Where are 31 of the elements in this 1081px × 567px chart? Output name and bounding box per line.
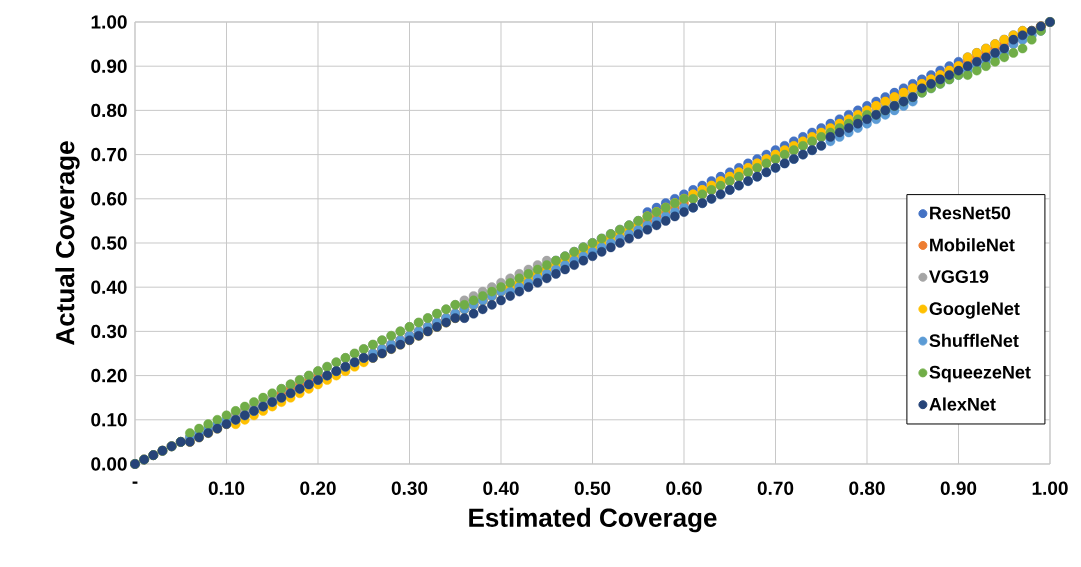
x-tick-label: - <box>132 481 138 484</box>
y-axis-title: Actual Coverage <box>55 141 80 345</box>
legend-label: AlexNet <box>929 397 996 411</box>
y-tick-label: 0.30 <box>91 324 127 339</box>
y-tick-label: 0.60 <box>91 192 127 206</box>
x-tick-label: 0.30 <box>391 481 428 495</box>
x-tick-label: 0.60 <box>666 481 702 495</box>
x-tick-label: 0.50 <box>574 481 611 495</box>
x-axis-title: Estimated Coverage <box>469 507 717 533</box>
y-tick-label: 0.10 <box>91 413 127 427</box>
y-tick-label: 0.40 <box>91 280 127 294</box>
y-tick-label: 0.50 <box>91 236 127 250</box>
y-tick-label: 0.90 <box>91 59 127 73</box>
legend-label: ShuffleNet <box>929 333 1019 348</box>
legend-label: ResNet50 <box>930 206 1011 220</box>
legend-label: SqueezeNet <box>929 365 1031 383</box>
y-tick-label: 1.00 <box>91 15 127 29</box>
x-tick-label: 0.10 <box>208 481 245 495</box>
legend-label: MobileNet <box>930 238 1015 252</box>
legend-label: VGG19 <box>929 270 989 283</box>
legend-label: GoogleNet <box>929 301 1020 319</box>
y-tick-label: 0.70 <box>91 147 127 162</box>
y-tick-label: 0.20 <box>91 368 127 383</box>
x-tick-label: 0.70 <box>757 481 794 495</box>
x-tick-label: 0.20 <box>300 481 336 495</box>
x-tick-label: 1.00 <box>1032 481 1068 495</box>
y-tick-label: 0.80 <box>91 103 127 118</box>
x-tick-label: 0.80 <box>849 481 885 495</box>
x-tick-label: 0.40 <box>483 481 519 495</box>
y-tick-label: 0.00 <box>91 457 127 471</box>
x-tick-label: 0.90 <box>940 481 977 495</box>
